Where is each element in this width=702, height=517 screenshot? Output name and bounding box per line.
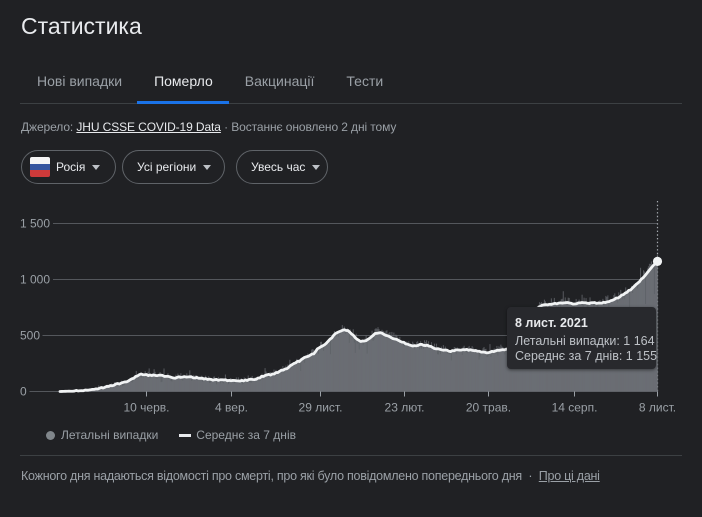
svg-text:4 вер.: 4 вер. xyxy=(215,401,248,415)
svg-text:20 трав.: 20 трав. xyxy=(466,401,511,415)
svg-text:23 лют.: 23 лют. xyxy=(385,401,425,415)
svg-text:29 лист.: 29 лист. xyxy=(299,401,343,415)
svg-text:0: 0 xyxy=(20,385,27,399)
svg-text:1 000: 1 000 xyxy=(20,273,50,287)
svg-text:8 лист.: 8 лист. xyxy=(639,401,676,415)
svg-text:500: 500 xyxy=(20,329,40,343)
svg-text:10 черв.: 10 черв. xyxy=(124,401,170,415)
svg-text:14 серп.: 14 серп. xyxy=(552,401,598,415)
svg-text:1 500: 1 500 xyxy=(20,217,50,231)
